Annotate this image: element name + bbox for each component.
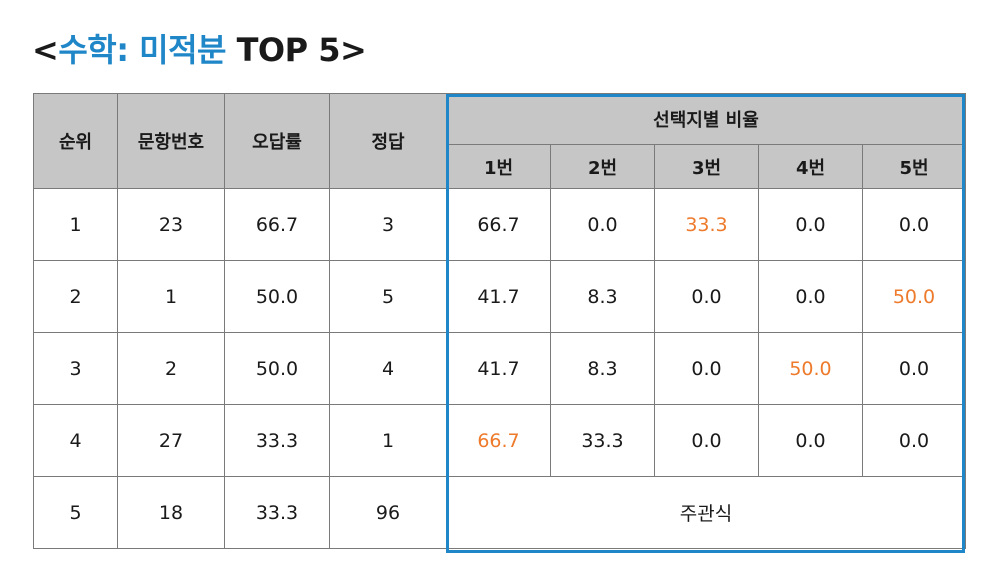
cell-rank: 3 <box>33 332 118 405</box>
header-error-rate: 오답률 <box>224 93 330 189</box>
cell-choice-4: 0.0 <box>758 188 863 261</box>
cell-question-no: 27 <box>117 404 225 477</box>
cell-choice-4: 0.0 <box>758 404 863 477</box>
cell-error-rate: 50.0 <box>224 332 330 405</box>
cell-question-no: 18 <box>117 476 225 549</box>
table-row: 4 27 33.3 1 66.7 33.3 0.0 0.0 0.0 <box>33 404 966 477</box>
cell-question-no: 2 <box>117 332 225 405</box>
cell-question-no: 1 <box>117 260 225 333</box>
cell-choice-1: 66.7 <box>446 404 551 477</box>
cell-rank: 4 <box>33 404 118 477</box>
header-rank: 순위 <box>33 93 118 189</box>
cell-choice-3: 0.0 <box>654 260 759 333</box>
header-question-no: 문항번호 <box>117 93 225 189</box>
error-rate-table: 순위 문항번호 오답률 정답 선택지별 비율 1번 2번 3번 4번 5번 1 … <box>33 93 966 549</box>
cell-error-rate: 66.7 <box>224 188 330 261</box>
cell-choice-1: 41.7 <box>446 260 551 333</box>
header-choice-ratio: 선택지별 비율 <box>446 93 966 145</box>
cell-choice-5: 0.0 <box>862 404 966 477</box>
table-row: 5 18 33.3 96 주관식 <box>33 476 966 549</box>
cell-error-rate: 50.0 <box>224 260 330 333</box>
cell-choice-2: 8.3 <box>550 332 655 405</box>
cell-choice-1: 66.7 <box>446 188 551 261</box>
cell-choice-3: 0.0 <box>654 332 759 405</box>
title-prefix: < <box>32 31 59 69</box>
cell-rank: 5 <box>33 476 118 549</box>
cell-answer: 4 <box>329 332 447 405</box>
cell-question-no: 23 <box>117 188 225 261</box>
cell-answer: 1 <box>329 404 447 477</box>
cell-choice-4: 50.0 <box>758 332 863 405</box>
cell-choice-4: 0.0 <box>758 260 863 333</box>
table-row: 1 23 66.7 3 66.7 0.0 33.3 0.0 0.0 <box>33 188 966 261</box>
header-choice-1: 1번 <box>446 144 551 189</box>
header-choice-4: 4번 <box>758 144 863 189</box>
cell-subjective: 주관식 <box>446 476 966 549</box>
header-choice-2: 2번 <box>550 144 655 189</box>
cell-choice-3: 0.0 <box>654 404 759 477</box>
title-suffix: TOP 5> <box>225 31 367 69</box>
cell-choice-2: 0.0 <box>550 188 655 261</box>
cell-choice-1: 41.7 <box>446 332 551 405</box>
header-choice-5: 5번 <box>862 144 966 189</box>
cell-answer: 96 <box>329 476 447 549</box>
table-row: 3 2 50.0 4 41.7 8.3 0.0 50.0 0.0 <box>33 332 966 405</box>
header-choice-3: 3번 <box>654 144 759 189</box>
cell-choice-3: 33.3 <box>654 188 759 261</box>
cell-answer: 3 <box>329 188 447 261</box>
table-row: 2 1 50.0 5 41.7 8.3 0.0 0.0 50.0 <box>33 260 966 333</box>
cell-choice-5: 50.0 <box>862 260 966 333</box>
cell-rank: 1 <box>33 188 118 261</box>
cell-choice-5: 0.0 <box>862 188 966 261</box>
cell-choice-2: 33.3 <box>550 404 655 477</box>
cell-error-rate: 33.3 <box>224 404 330 477</box>
title-subject: 수학: 미적분 <box>58 31 226 69</box>
cell-choice-2: 8.3 <box>550 260 655 333</box>
cell-rank: 2 <box>33 260 118 333</box>
header-answer: 정답 <box>329 93 447 189</box>
cell-answer: 5 <box>329 260 447 333</box>
cell-error-rate: 33.3 <box>224 476 330 549</box>
page-title: <수학: 미적분 TOP 5> <box>32 30 367 70</box>
cell-choice-5: 0.0 <box>862 332 966 405</box>
